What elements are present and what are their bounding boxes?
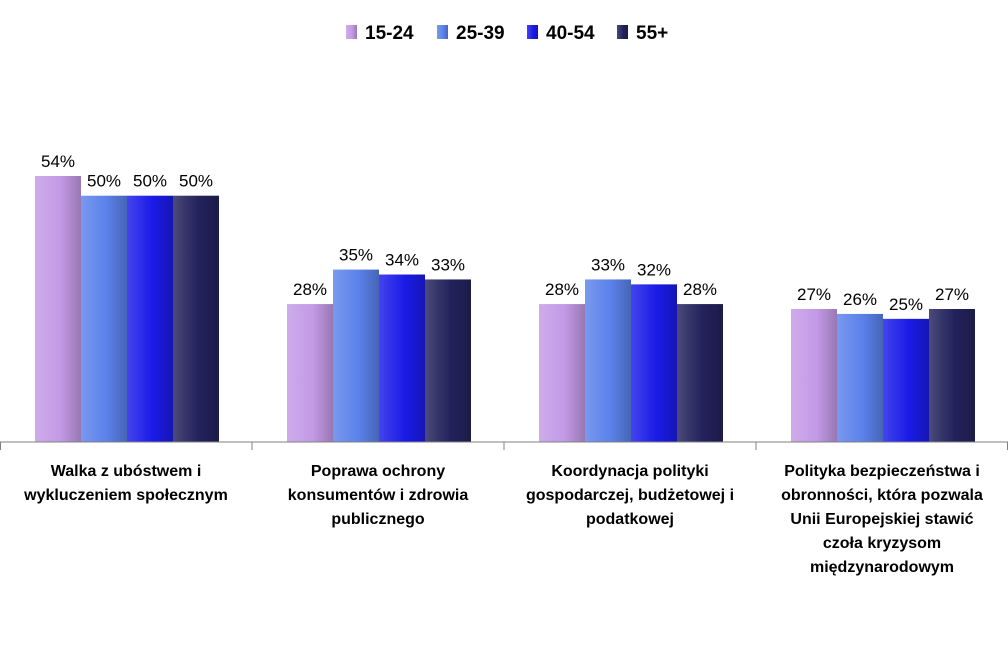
bar (677, 304, 723, 442)
category-label: Koordynacja polityki gospodarczej, budżet… (526, 463, 734, 528)
data-label: 50% (179, 172, 213, 191)
bar (35, 176, 81, 442)
data-label: 26% (843, 290, 877, 309)
value-labels-group: 54% 50% 50% 50% 28% 35% 34% 33% 28% 33% 32% 28% 27% 2… (41, 152, 969, 314)
data-label: 35% (339, 246, 373, 265)
legend-label: 15-24 (365, 23, 414, 44)
bar (929, 309, 975, 442)
category-label: Polityka bezpieczeństwa i obronności, któ… (781, 463, 983, 576)
data-label: 28% (293, 280, 327, 299)
category-label: Poprawa ochrony konsumentów i zdrowia publ… (288, 463, 469, 528)
data-label: 27% (935, 285, 969, 304)
bars-group (35, 176, 975, 442)
bar (837, 313, 883, 442)
data-label: 50% (133, 172, 167, 191)
legend-swatch-40-54 (527, 25, 538, 39)
data-label: 25% (889, 295, 923, 314)
legend: 15-24 25-39 40-54 55+ (346, 23, 668, 44)
data-label: 50% (87, 172, 121, 191)
data-label: 32% (637, 260, 671, 279)
bar (883, 318, 929, 442)
bar (585, 279, 631, 442)
bar (81, 195, 127, 442)
legend-swatch-55+ (617, 25, 628, 39)
data-label: 28% (683, 280, 717, 299)
bar (379, 274, 425, 442)
bar (173, 195, 219, 442)
bar (539, 304, 585, 442)
data-label: 28% (545, 280, 579, 299)
data-label: 34% (385, 251, 419, 270)
data-label: 33% (591, 255, 625, 274)
legend-label: 55+ (636, 23, 668, 44)
bar (791, 309, 837, 442)
bar (631, 284, 677, 442)
category-labels-group: Walka z ubóstwem i wykluczeniem społeczny… (23, 463, 983, 576)
category-label: Walka z ubóstwem i wykluczeniem społeczny… (23, 463, 228, 504)
data-label: 54% (41, 152, 75, 171)
legend-swatch-25-39 (437, 25, 448, 39)
legend-label: 40-54 (546, 23, 595, 44)
data-label: 33% (431, 255, 465, 274)
x-axis (0, 441, 1008, 450)
legend-swatch-15-24 (346, 25, 357, 39)
bar (287, 304, 333, 442)
data-label: 27% (797, 285, 831, 304)
bar (127, 195, 173, 442)
bar (425, 279, 471, 442)
legend-label: 25-39 (456, 23, 505, 44)
bar (333, 269, 379, 442)
